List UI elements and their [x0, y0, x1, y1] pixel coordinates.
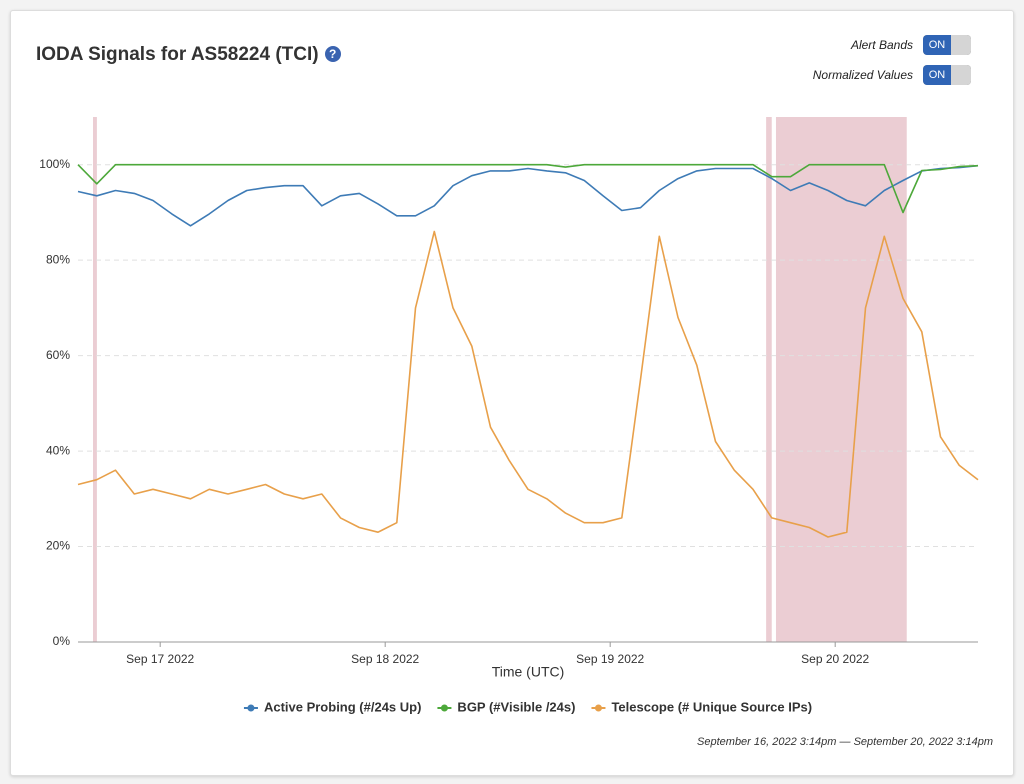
legend-label: Active Probing (#/24s Up): [264, 699, 421, 714]
y-tick-label: 60%: [46, 348, 70, 362]
y-tick-label: 80%: [46, 252, 70, 266]
x-axis-title: Time (UTC): [492, 664, 565, 680]
toggle-switch[interactable]: ON: [923, 35, 971, 55]
toggle-state: ON: [923, 65, 951, 85]
series-line: [77, 230, 979, 538]
alert-band: [93, 117, 97, 642]
x-tick-label: Sep 17 2022: [126, 652, 194, 666]
toggle-row: Normalized Values ON: [813, 65, 971, 85]
title-text: IODA Signals for AS58224 (TCI): [36, 44, 319, 65]
alert-band: [766, 117, 772, 642]
toggle-row: Alert Bands ON: [851, 35, 971, 55]
time-range: September 16, 2022 3:14pm — September 20…: [697, 736, 993, 748]
legend-swatch: [247, 704, 255, 712]
toggle-label: Alert Bands: [850, 38, 913, 52]
x-tick-label: Sep 18 2022: [351, 652, 419, 666]
series-line: [77, 163, 979, 214]
alert-band: [775, 117, 907, 642]
x-tick-label: Sep 19 2022: [576, 652, 644, 666]
toggle-label: Normalized Values: [812, 68, 913, 82]
legend-item[interactable]: Active Probing (#/24s Up): [243, 699, 421, 714]
y-tick-label: 100%: [39, 157, 70, 171]
legend: Active Probing (#/24s Up) BGP (#Visible /…: [243, 699, 812, 714]
series-line: [77, 164, 979, 227]
legend-label: Telescope (# Unique Source IPs): [611, 699, 812, 714]
y-tick-label: 40%: [46, 443, 70, 457]
toggle-switch[interactable]: ON: [923, 65, 971, 85]
legend-item[interactable]: BGP (#Visible /24s): [437, 699, 575, 714]
y-tick-label: 20%: [46, 539, 70, 553]
legend-swatch: [594, 704, 602, 712]
panel-title: IODA Signals for AS58224 (TCI)?: [36, 44, 341, 66]
x-tick-label: Sep 20 2022: [801, 652, 869, 666]
legend-label: BGP (#Visible /24s): [457, 699, 575, 714]
legend-item[interactable]: Telescope (# Unique Source IPs): [591, 699, 812, 714]
help-icon[interactable]: ?: [324, 46, 341, 62]
legend-swatch: [440, 704, 448, 712]
y-tick-label: 0%: [53, 634, 71, 648]
toggle-state: ON: [923, 35, 951, 55]
